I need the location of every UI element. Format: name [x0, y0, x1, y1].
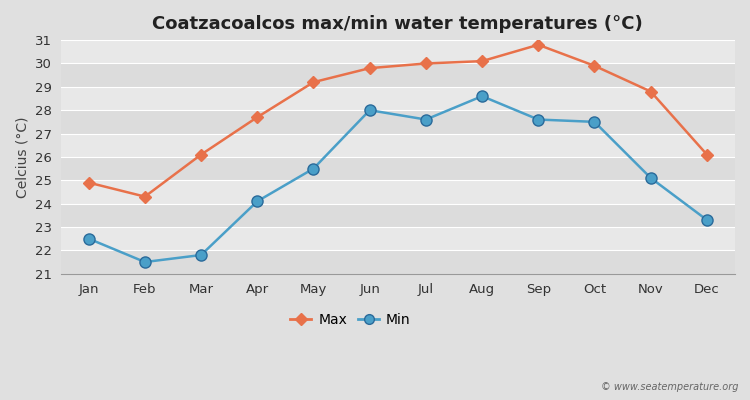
Min	[703, 218, 712, 222]
Title: Coatzacoalcos max/min water temperatures (°C): Coatzacoalcos max/min water temperatures…	[152, 15, 644, 33]
Max	[590, 64, 599, 68]
Legend: Max, Min: Max, Min	[285, 307, 416, 332]
Max	[253, 115, 262, 120]
Y-axis label: Celcius (°C): Celcius (°C)	[15, 116, 29, 198]
Min	[140, 260, 149, 264]
Text: © www.seatemperature.org: © www.seatemperature.org	[602, 382, 739, 392]
Bar	[61, 227, 735, 250]
Line: Min: Min	[83, 91, 712, 268]
Max	[422, 61, 430, 66]
Bar	[61, 40, 735, 64]
Bar	[61, 157, 735, 180]
Bar	[61, 134, 735, 157]
Max	[140, 194, 149, 199]
Bar	[61, 180, 735, 204]
Max	[646, 89, 656, 94]
Min	[365, 108, 374, 112]
Max	[309, 80, 318, 84]
Bar	[61, 64, 735, 87]
Max	[84, 180, 93, 185]
Line: Max: Max	[85, 41, 711, 201]
Max	[365, 66, 374, 70]
Min	[309, 166, 318, 171]
Min	[478, 94, 487, 98]
Min	[534, 117, 543, 122]
Min	[422, 117, 430, 122]
Bar	[61, 204, 735, 227]
Max	[534, 42, 543, 47]
Bar	[61, 87, 735, 110]
Max	[196, 152, 206, 157]
Min	[84, 236, 93, 241]
Max	[703, 152, 712, 157]
Min	[196, 253, 206, 258]
Min	[253, 199, 262, 204]
Max	[478, 59, 487, 64]
Bar	[61, 110, 735, 134]
Min	[590, 120, 599, 124]
Bar	[61, 250, 735, 274]
Min	[646, 176, 656, 180]
